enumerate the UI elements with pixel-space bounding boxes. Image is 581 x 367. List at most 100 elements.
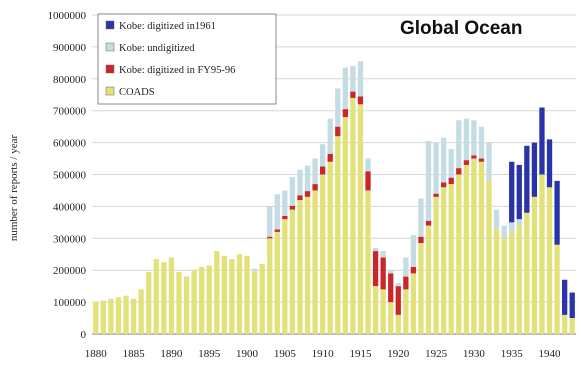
bar-segment-kobe-digitized-in-fy95-96-1925 — [433, 193, 439, 197]
bar-segment-kobe-undigitized-1918 — [380, 251, 386, 258]
bar-segment-coads-1900 — [244, 255, 250, 334]
bar-segment-kobe-undigitized-1915 — [357, 61, 364, 97]
y-tick-label: 700000 — [53, 106, 87, 118]
legend-label: Kobe: digitized in1961 — [119, 21, 216, 32]
bar-segment-coads-1881 — [100, 300, 106, 334]
bar-segment-coads-1880 — [93, 302, 99, 334]
legend: Kobe: digitized in1961 Kobe: undigitized K… — [97, 13, 277, 105]
bar-segment-coads-1907 — [297, 200, 303, 334]
x-tick-label: 1940 — [539, 348, 562, 360]
bar-segment-kobe-undigitized-1924 — [425, 141, 432, 221]
bar-segment-kobe-undigitized-1916 — [365, 158, 371, 172]
legend-box — [97, 13, 277, 105]
bar-segment-coads-1901 — [251, 271, 258, 334]
bar-segment-coads-1918 — [380, 289, 386, 334]
bar-segment-kobe-digitized-in-fy95-96-1931 — [478, 158, 485, 162]
bar-segment-kobe-digitized-in-fy95-96-1908 — [304, 191, 311, 197]
bar-segment-coads-1898 — [229, 259, 235, 334]
bar-segment-kobe-digitized-in-fy95-96-1930 — [471, 155, 477, 159]
bar-segment-coads-1899 — [236, 254, 243, 334]
bar-segment-coads-1903 — [267, 238, 273, 334]
x-axis: 1880 1885 1890 1895 1900 1905 1910 1915 1920 1925… — [85, 348, 561, 360]
y-tick-label: 0 — [81, 329, 87, 341]
bar-segment-coads-1917 — [372, 286, 379, 334]
bar-segment-kobe-undigitized-1927 — [448, 148, 454, 178]
bar-segment-coads-1942 — [562, 314, 568, 334]
bar-segment-kobe-undigitized-1932 — [486, 142, 492, 181]
bar-segment-coads-1943 — [569, 318, 575, 334]
bar-segment-kobe-undigitized-1933 — [493, 209, 500, 229]
bar-segment-kobe-digitized-in-fy95-96-1929 — [463, 160, 469, 165]
bar-segment-kobe-digitized-in-fy95-96-1928 — [456, 168, 462, 175]
bar-segment-coads-1893 — [191, 270, 197, 334]
legend-swatch — [105, 64, 115, 74]
y-tick-label: 1000000 — [48, 10, 87, 22]
x-tick-label: 1915 — [349, 348, 372, 360]
bar-segment-coads-1934 — [501, 238, 507, 334]
bar-segment-kobe-undigitized-1917 — [372, 247, 379, 252]
bar-segment-coads-1926 — [441, 187, 447, 334]
bar-segment-kobe-digitized-in-fy95-96-1903 — [267, 236, 273, 239]
y-tick-label: 300000 — [53, 233, 87, 245]
bar-segment-coads-1909 — [312, 190, 318, 334]
bar-segment-coads-1939 — [539, 174, 545, 334]
bar-segment-kobe-digitized-in-fy95-96-1912 — [335, 126, 341, 137]
bar-segment-kobe-digitized-in-fy95-96-1922 — [410, 267, 417, 274]
bar-segment-kobe-undigitized-1904 — [274, 194, 280, 230]
x-tick-label: 1910 — [312, 348, 335, 360]
bar-segment-coads-1896 — [214, 251, 220, 334]
bar-segment-coads-1905 — [282, 219, 288, 334]
bar-segment-coads-1904 — [274, 231, 280, 334]
bar-segment-kobe-undigitized-1928 — [456, 120, 462, 169]
bar-segment-coads-1928 — [456, 174, 462, 334]
bar-segment-kobe-undigitized-1926 — [441, 137, 447, 183]
bar-segment-kobe-digitized-in-fy95-96-1926 — [441, 182, 447, 188]
x-tick-label: 1900 — [236, 348, 259, 360]
bar-segment-kobe-digitized-in-fy95-96-1914 — [350, 91, 356, 98]
bar-segment-kobe-undigitized-1914 — [350, 66, 356, 92]
bar-segment-kobe-digitized-in-fy95-96-1919 — [388, 273, 394, 303]
bar-segment-kobe-undigitized-1925 — [433, 142, 439, 194]
bar-segment-kobe-digitized-in1961-1935 — [509, 161, 515, 223]
bar-segment-coads-1891 — [176, 271, 182, 334]
bar-segment-kobe-digitized-in-fy95-96-1909 — [312, 184, 318, 191]
bar-segment-kobe-undigitized-1921 — [403, 257, 409, 277]
x-tick-label: 1895 — [198, 348, 221, 360]
x-tick-label: 1925 — [425, 348, 448, 360]
bar-segment-coads-1921 — [403, 289, 409, 334]
bar-segment-kobe-undigitized-1908 — [304, 165, 311, 192]
bar-segment-kobe-undigitized-1911 — [327, 118, 333, 154]
bar-segment-coads-1924 — [425, 225, 432, 334]
bar-segment-coads-1916 — [365, 190, 371, 334]
bar-segment-coads-1919 — [388, 302, 394, 334]
bar-segment-coads-1923 — [418, 243, 424, 334]
bar-segment-coads-1912 — [335, 136, 341, 334]
bar-segment-kobe-undigitized-1912 — [335, 88, 341, 127]
bar-segment-coads-1894 — [199, 267, 205, 334]
bar-segment-coads-1913 — [342, 117, 348, 334]
bar-segment-kobe-digitized-in-fy95-96-1904 — [274, 229, 280, 232]
bar-segment-kobe-undigitized-1901 — [251, 268, 258, 272]
bar-segment-kobe-undigitized-1903 — [267, 206, 273, 237]
bar-segment-kobe-digitized-in-fy95-96-1924 — [425, 220, 432, 226]
legend-label: Kobe: undigitized — [119, 43, 195, 54]
bar-segment-coads-1911 — [327, 161, 333, 334]
bar-segment-coads-1932 — [486, 180, 492, 334]
bar-segment-coads-1936 — [516, 225, 522, 334]
bar-segment-coads-1935 — [509, 231, 515, 334]
bar-segment-kobe-digitized-in-fy95-96-1923 — [418, 236, 424, 244]
bar-segment-kobe-digitized-in-fy95-96-1905 — [282, 215, 288, 220]
bar-segment-kobe-undigitized-1907 — [297, 169, 303, 196]
bar-segment-kobe-digitized-in-fy95-96-1910 — [320, 166, 326, 175]
bar-segment-coads-1886 — [138, 289, 144, 334]
y-tick-label: 900000 — [53, 42, 87, 54]
bar-segment-coads-1941 — [554, 244, 560, 334]
bar-segment-coads-1908 — [304, 196, 311, 334]
bar-segment-coads-1925 — [433, 196, 439, 334]
bar-segment-kobe-digitized-in-fy95-96-1907 — [297, 195, 303, 201]
bar-segment-coads-1895 — [206, 265, 212, 334]
x-tick-label: 1890 — [160, 348, 183, 360]
bar-segment-kobe-undigitized-1913 — [342, 67, 348, 110]
bar-segment-coads-1884 — [123, 295, 129, 334]
bar-segment-kobe-digitized-in1961-1938 — [531, 142, 538, 197]
